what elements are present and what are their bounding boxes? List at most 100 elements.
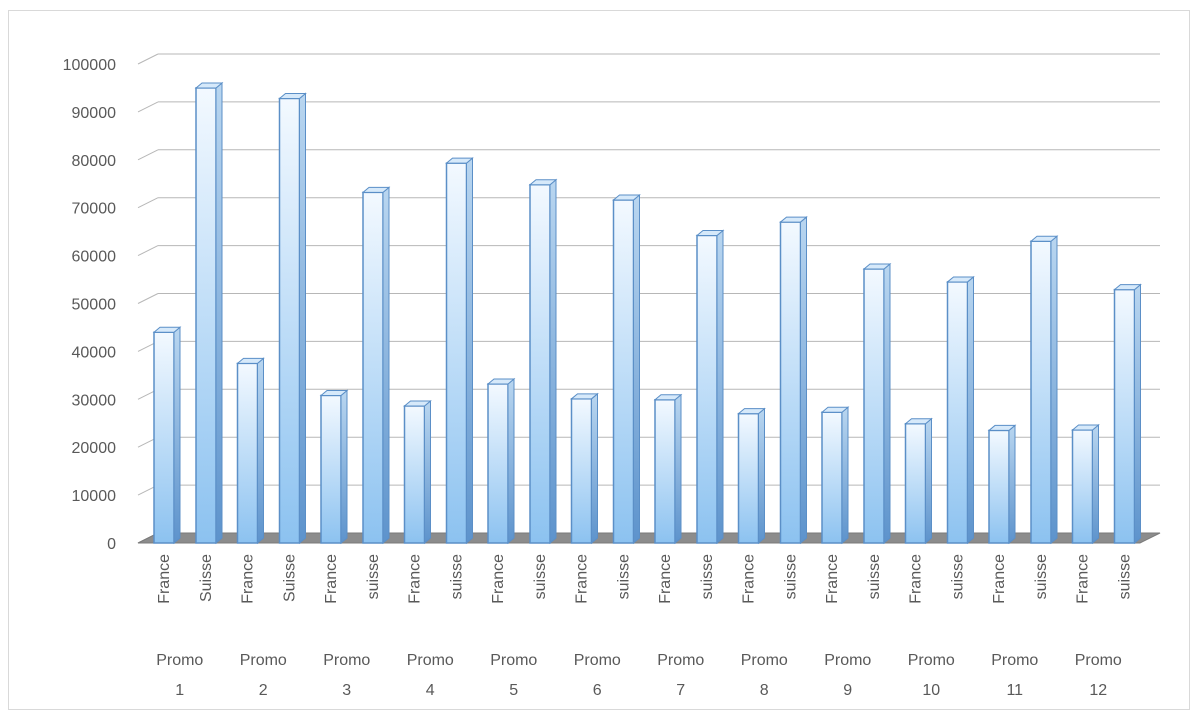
bar-top <box>862 263 892 270</box>
bar-side <box>633 193 640 545</box>
group-label-number: 4 <box>426 682 435 699</box>
group-label-number: 8 <box>760 682 769 699</box>
bar-top <box>194 82 224 89</box>
bar-top <box>946 276 975 283</box>
category-label: France <box>407 554 424 604</box>
bar-side <box>173 326 181 545</box>
bar-front <box>1113 288 1136 544</box>
category-label: France <box>1075 554 1092 604</box>
bar-front <box>362 191 384 544</box>
gridline-diagonal <box>137 197 159 209</box>
y-tick-label: 40000 <box>72 344 117 361</box>
category-label: France <box>991 554 1008 604</box>
bar <box>862 262 892 545</box>
bar <box>1029 235 1059 545</box>
category-label: France <box>156 554 173 604</box>
group-label-number: 9 <box>843 682 852 699</box>
bar-top <box>1071 424 1100 431</box>
category-label: France <box>741 554 758 604</box>
group-label: Promo <box>824 652 871 669</box>
bar-front <box>487 383 509 544</box>
bar-top <box>612 194 641 201</box>
y-tick-label: 20000 <box>72 440 117 457</box>
bar-front <box>529 183 551 544</box>
bar <box>361 186 391 545</box>
group-labels: Promo 1 Promo 2 Promo 3 Promo 4 Promo 5 Promo 6 Prom… <box>156 652 1122 699</box>
bar-front <box>570 398 593 544</box>
bar <box>486 377 516 545</box>
bar-side <box>1092 423 1099 545</box>
group-label: Promo <box>741 652 788 669</box>
bar <box>570 392 599 545</box>
category-label: suisse <box>365 554 382 599</box>
y-tick-label: 80000 <box>72 153 117 170</box>
bar <box>194 81 224 545</box>
y-tick-label: 90000 <box>72 105 117 122</box>
group-label-number: 1 <box>175 682 184 699</box>
bar-top <box>653 394 683 401</box>
bar-side <box>507 377 515 545</box>
gridline-diagonal <box>137 149 159 161</box>
y-tick-label: 70000 <box>72 201 117 218</box>
bar-top <box>152 326 182 333</box>
category-labels: France Suisse France Suisse France suisse Fran… <box>156 554 1134 604</box>
category-label: France <box>824 554 841 604</box>
bar <box>779 216 808 545</box>
bar-side <box>466 157 473 545</box>
group-label: Promo <box>574 652 621 669</box>
category-label: suisse <box>532 554 549 599</box>
group-label-number: 3 <box>342 682 351 699</box>
bar-top <box>445 157 474 164</box>
bar-front <box>696 234 718 544</box>
bar-side <box>967 275 974 545</box>
bar-top <box>695 229 725 236</box>
bar-front <box>904 422 927 544</box>
category-label: suisse <box>449 554 466 599</box>
group-label: Promo <box>490 652 537 669</box>
category-label: France <box>490 554 507 604</box>
y-tick-label: 50000 <box>72 297 117 314</box>
bar-top <box>319 389 349 396</box>
y-axis-tick-labels: 0 10000 20000 30000 40000 50000 60000 70000 8000… <box>63 57 116 553</box>
bar-side <box>716 229 724 545</box>
y-tick-label: 30000 <box>72 392 117 409</box>
gridline-diagonal <box>137 53 159 65</box>
category-label: suisse <box>1033 554 1050 599</box>
category-label: France <box>657 554 674 604</box>
group-label-number: 7 <box>676 682 685 699</box>
bar-front <box>403 405 426 544</box>
bar-top <box>361 186 391 193</box>
bar-side <box>1134 283 1141 545</box>
bar-top <box>403 400 432 407</box>
bar-front <box>988 429 1010 544</box>
gridline-diagonal <box>137 245 159 257</box>
bar-side <box>549 178 557 545</box>
bar-side <box>758 407 765 545</box>
bar-top <box>987 424 1017 431</box>
bar <box>236 357 265 545</box>
bar-side <box>299 92 306 545</box>
bar-top <box>1029 235 1059 242</box>
category-label: France <box>908 554 925 604</box>
bar-front <box>278 97 301 544</box>
bar-side <box>215 81 223 545</box>
group-label-number: 11 <box>1006 682 1023 699</box>
bar-front <box>612 199 635 544</box>
bar-front <box>654 399 676 544</box>
group-label-number: 10 <box>922 682 940 699</box>
y-tick-label: 60000 <box>72 249 117 266</box>
bars <box>152 81 1142 545</box>
bar-top <box>1113 284 1142 291</box>
bar-side <box>382 186 390 545</box>
category-label: France <box>240 554 257 604</box>
bar-front <box>445 162 468 544</box>
bar-top <box>278 92 307 99</box>
category-label: Suisse <box>198 554 215 602</box>
bar-top <box>528 179 558 186</box>
bar <box>1071 423 1100 545</box>
gridline-diagonal <box>137 101 159 113</box>
y-tick-label: 0 <box>107 536 116 553</box>
bar-top <box>570 393 599 400</box>
y-tick-label: 100000 <box>63 57 116 74</box>
